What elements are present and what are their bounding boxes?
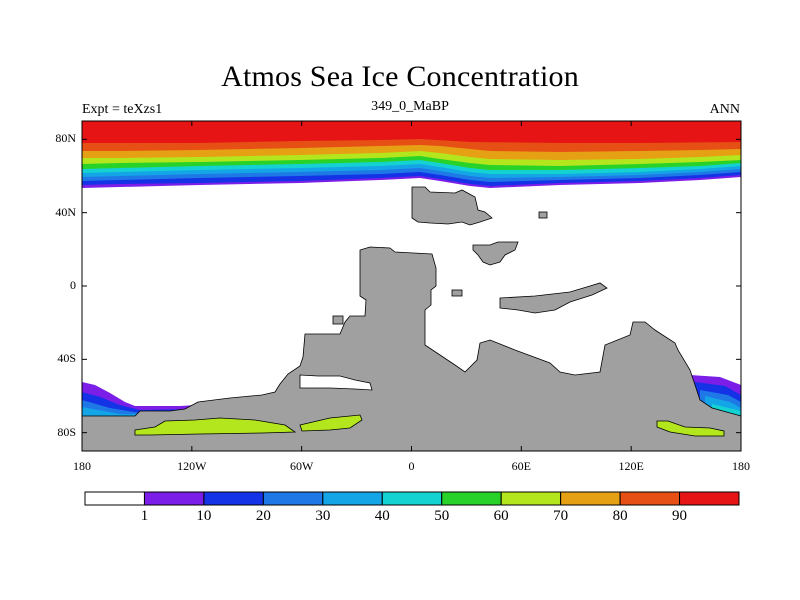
- land-south-asia: [472, 241, 519, 266]
- ocean-gap: [299, 374, 373, 391]
- ice-patch-west: [299, 414, 363, 432]
- colorbar-swatch: [560, 491, 621, 506]
- inland-ice: [134, 414, 725, 437]
- land-island: [538, 211, 548, 219]
- ice-north-band: [82, 121, 741, 143]
- land-maritime: [499, 282, 608, 314]
- colorbar-label: 40: [374, 508, 390, 524]
- season-label: ANN: [709, 102, 740, 117]
- lon-tick-label: 180: [73, 459, 91, 473]
- colorbar-label: 20: [255, 508, 271, 524]
- colorbar-swatch: [84, 491, 145, 506]
- lon-tick-label: 60E: [511, 459, 531, 473]
- lon-tick-label: 60W: [289, 459, 314, 473]
- lat-tick-label: 80S: [57, 424, 76, 439]
- colorbar-swatch: [441, 491, 502, 506]
- lat-tick-label: 40S: [57, 351, 76, 366]
- colorbar-label: 10: [196, 508, 212, 524]
- lat-tick-label: 80N: [55, 131, 76, 146]
- colorbar-swatch: [619, 491, 681, 506]
- colorbar-swatch: [322, 491, 383, 506]
- colorbar-swatch: [500, 491, 562, 506]
- colorbar-label: 1: [140, 508, 149, 524]
- experiment-label: Expt = teXzs1: [82, 102, 163, 117]
- colorbar-label: 30: [315, 508, 331, 524]
- colorbar-swatch: [203, 491, 264, 506]
- plot-title: Atmos Sea Ice Concentration: [221, 60, 579, 93]
- lat-tick-label: 0: [70, 278, 76, 292]
- colorbar-label: 90: [672, 508, 688, 524]
- land-eurasia: [411, 186, 493, 226]
- lon-tick-label: 180: [732, 459, 750, 473]
- colorbar-swatch: [262, 491, 324, 506]
- colorbar-swatch: [381, 491, 443, 506]
- ice-patch-east: [656, 420, 725, 437]
- colorbar-label: 50: [434, 508, 450, 524]
- lon-tick-label: 0: [408, 459, 415, 473]
- colorbar-swatch: [143, 491, 205, 506]
- colorbar-swatch: [679, 491, 740, 506]
- land-layer: [82, 186, 741, 451]
- axis-ticks: [81, 121, 742, 451]
- land-antarctica: [82, 246, 741, 451]
- colorbar-label: 80: [612, 508, 628, 524]
- colorbar-label: 70: [553, 508, 569, 524]
- land-island: [451, 289, 463, 297]
- colorbar-label: 60: [493, 508, 509, 524]
- colorbar: [84, 491, 740, 506]
- land-island: [332, 315, 344, 325]
- lon-tick-label: 120W: [177, 459, 207, 473]
- lat-tick-label: 40N: [55, 204, 76, 219]
- ice-patch-west: [134, 417, 297, 436]
- lon-tick-label: 120E: [618, 459, 644, 473]
- period-label: 349_0_MaBP: [371, 99, 449, 114]
